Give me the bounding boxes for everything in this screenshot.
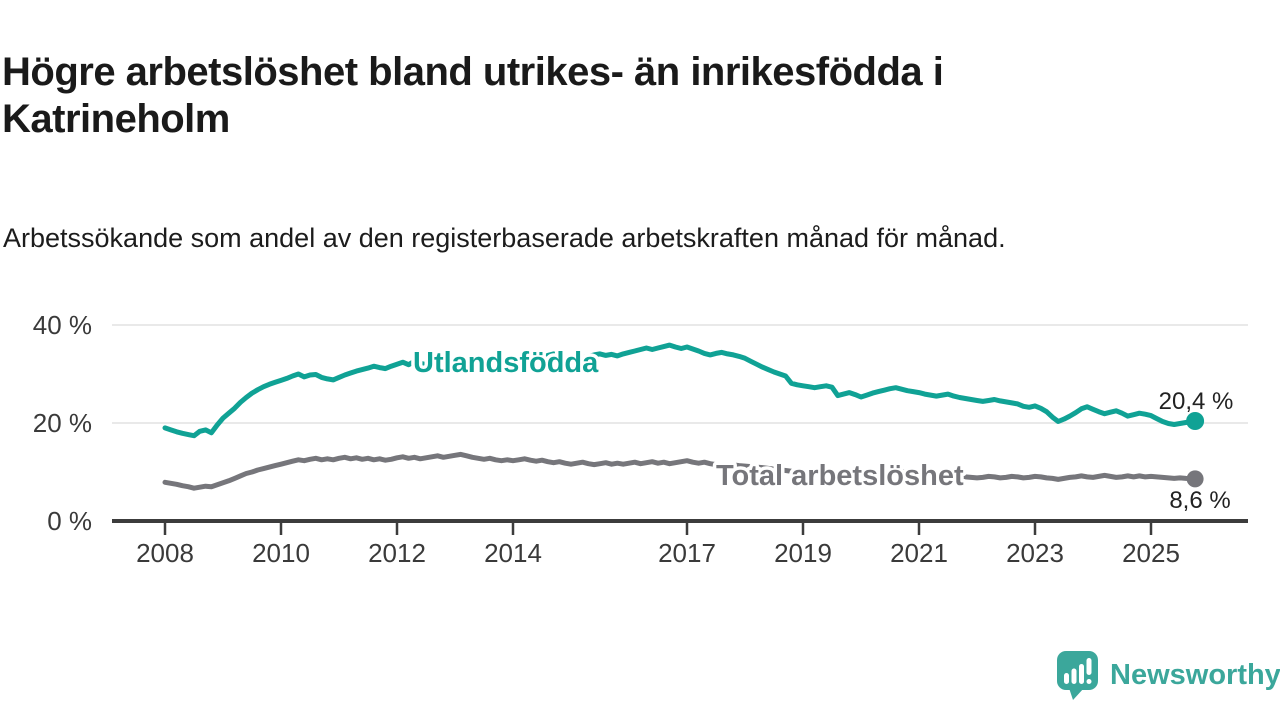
x-tick-label: 2012 bbox=[368, 538, 426, 568]
utlandsfodda-end-value-label: 20,4 % bbox=[1159, 388, 1234, 415]
x-tick-label: 2008 bbox=[136, 538, 194, 568]
chart-subtitle: Arbetssökande som andel av den registerb… bbox=[3, 223, 1006, 253]
total-arbetsloshet-line bbox=[162, 451, 1198, 491]
x-tick-label: 2023 bbox=[1006, 538, 1064, 568]
utlandsfodda-line bbox=[162, 342, 1198, 439]
y-tick-label: 40 % bbox=[33, 310, 92, 340]
x-tick-label: 2010 bbox=[252, 538, 310, 568]
newsworthy-logo: Newsworthy bbox=[1056, 650, 1280, 700]
series-layer bbox=[162, 342, 1198, 491]
x-tick-label: 2019 bbox=[774, 538, 832, 568]
newsworthy-speech-bubble-bar-chart-icon bbox=[1057, 651, 1098, 700]
gridlines-layer: 0 % 20 % 40 % bbox=[33, 310, 1248, 536]
x-tick-label: 2014 bbox=[484, 538, 542, 568]
newsworthy-brand-name: Newsworthy bbox=[1110, 658, 1280, 691]
x-tick-label: 2017 bbox=[658, 538, 716, 568]
total-arbetsloshet-end-value-label: 8,6 % bbox=[1169, 487, 1230, 514]
x-tick-label: 2025 bbox=[1122, 538, 1180, 568]
x-tick-label: 2021 bbox=[890, 538, 948, 568]
x-axis-ticks-layer: 2008 2010 2012 2014 2017 2019 2021 2023 2025 bbox=[136, 523, 1180, 568]
y-tick-label: 20 % bbox=[33, 408, 92, 438]
total-arbetsloshet-series-label: Total arbetslöshet bbox=[716, 460, 964, 492]
utlandsfodda-end-dot bbox=[1186, 412, 1205, 430]
total-arbetsloshet-end-dot bbox=[1186, 470, 1204, 488]
utlandsfodda-series-label: Utlandsfödda bbox=[413, 347, 599, 379]
page-title: Högre arbetslöshet bland utrikes- än inr… bbox=[2, 49, 944, 141]
y-tick-label: 0 % bbox=[47, 506, 92, 536]
